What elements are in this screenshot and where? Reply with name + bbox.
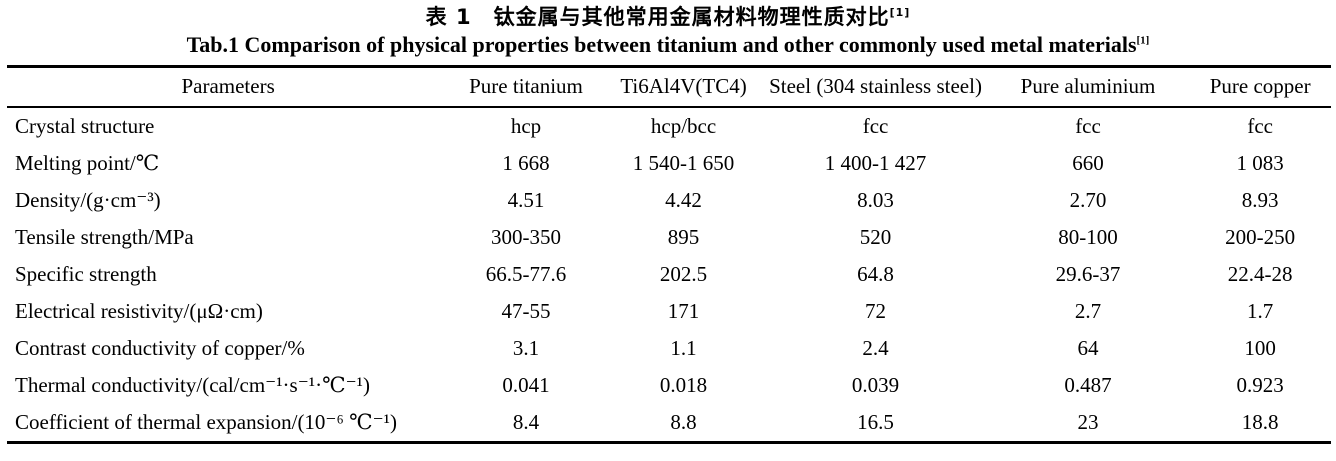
caption-chinese: 表 1 钛金属与其他常用金属材料物理性质对比[1]: [0, 3, 1336, 31]
cell-value: 72: [865, 299, 887, 323]
table-row: Thermal conductivity/(cal/cm⁻¹·s⁻¹·℃⁻¹) …: [7, 367, 1331, 404]
caption-english-text: Tab.1 Comparison of physical properties …: [186, 32, 1137, 57]
cell-value: 23: [1077, 410, 1099, 434]
cell-value: 1.1: [670, 336, 697, 360]
param-label: Thermal conductivity/(cal/cm⁻¹·s⁻¹·℃⁻¹): [15, 373, 370, 397]
caption-english-reference: [1]: [1136, 34, 1150, 47]
column-header-parameters: Parameters: [7, 66, 450, 108]
caption-chinese-reference: [1]: [889, 6, 911, 19]
table-row: Specific strength 66.5-77.6 202.5 64.8 2…: [7, 256, 1331, 293]
cell-value: 100: [1244, 336, 1276, 360]
header-row: Parameters Pure titanium Ti6Al4V(TC4) St…: [7, 66, 1331, 108]
caption-chinese-text: 表 1 钛金属与其他常用金属材料物理性质对比: [425, 5, 890, 29]
cell-value: 22.4-28: [1227, 262, 1293, 286]
cell-value: 1.7: [1247, 299, 1274, 323]
cell-value: 1 668: [502, 151, 550, 175]
cell-value: 80-100: [1058, 225, 1118, 249]
cell-value: 47-55: [501, 299, 551, 323]
cell-value: 2.70: [1069, 188, 1107, 212]
cell-value: 18.8: [1241, 410, 1279, 434]
cell-value: 4.51: [507, 188, 545, 212]
cell-value: hcp/bcc: [650, 114, 717, 138]
param-label: Crystal structure: [15, 114, 155, 138]
table-row: Crystal structure hcp hcp/bcc fcc fcc fc…: [7, 107, 1331, 145]
param-label: Specific strength: [15, 262, 157, 286]
cell-value: 200-250: [1225, 225, 1296, 249]
param-label: Tensile strength/MPa: [15, 225, 194, 249]
cell-value: 520: [859, 225, 892, 249]
cell-value: 2.7: [1074, 299, 1102, 323]
table-captions: 表 1 钛金属与其他常用金属材料物理性质对比[1] Tab.1 Comparis…: [0, 0, 1336, 59]
cell-value: 0.923: [1236, 373, 1284, 397]
cell-value: 660: [1072, 151, 1104, 175]
table-row: Contrast conductivity of copper/% 3.1 1.…: [7, 330, 1331, 367]
param-label: Density/(g·cm⁻³): [15, 188, 161, 212]
cell-value: 66.5-77.6: [485, 262, 567, 286]
cell-value: 3.1: [512, 336, 540, 360]
cell-value: 895: [667, 225, 700, 249]
table-row: Electrical resistivity/(μΩ·cm) 47-55 171…: [7, 293, 1331, 330]
cell-value: 202.5: [659, 262, 708, 286]
cell-value: 8.8: [670, 410, 697, 434]
cell-value: 0.018: [659, 373, 708, 397]
table-row: Density/(g·cm⁻³) 4.51 4.42 8.03 2.70 8.9…: [7, 182, 1331, 219]
cell-value: 8.4: [512, 410, 540, 434]
cell-value: fcc: [1247, 114, 1273, 138]
table-row: Tensile strength/MPa 300-350 895 520 80-…: [7, 219, 1331, 256]
cell-value: 64: [1077, 336, 1099, 360]
cell-value: 8.03: [857, 188, 894, 212]
caption-english: Tab.1 Comparison of physical properties …: [0, 31, 1336, 59]
cell-value: 0.039: [851, 373, 900, 397]
column-header-pure-copper: Pure copper: [1189, 66, 1331, 108]
column-header-ti6al4v: Ti6Al4V(TC4): [602, 66, 765, 108]
cell-value: 0.041: [502, 373, 550, 397]
cell-value: 4.42: [665, 188, 702, 212]
param-label: Melting point/℃: [15, 151, 160, 175]
cell-value: 300-350: [491, 225, 561, 249]
cell-value: 29.6-37: [1055, 262, 1121, 286]
cell-value: 2.4: [862, 336, 889, 360]
param-label: Coefficient of thermal expansion/(10⁻⁶ ℃…: [15, 410, 397, 434]
column-header-steel: Steel (304 stainless steel): [764, 66, 987, 108]
cell-value: 1 083: [1236, 151, 1284, 175]
cell-value: 16.5: [857, 410, 894, 434]
column-header-pure-aluminium: Pure aluminium: [986, 66, 1190, 108]
table-row: Melting point/℃ 1 668 1 540-1 650 1 400-…: [7, 145, 1331, 182]
cell-value: hcp: [510, 114, 542, 138]
param-label: Electrical resistivity/(μΩ·cm): [15, 299, 263, 323]
cell-value: 1 400-1 427: [824, 151, 927, 175]
table-row: Coefficient of thermal expansion/(10⁻⁶ ℃…: [7, 404, 1331, 443]
cell-value: 1 540-1 650: [632, 151, 735, 175]
cell-value: 0.487: [1064, 373, 1112, 397]
column-header-pure-titanium: Pure titanium: [449, 66, 603, 108]
properties-table: Parameters Pure titanium Ti6Al4V(TC4) St…: [7, 65, 1331, 444]
cell-value: 171: [667, 299, 700, 323]
cell-value: 64.8: [857, 262, 894, 286]
cell-value: fcc: [862, 114, 889, 138]
cell-value: 8.93: [1241, 188, 1279, 212]
cell-value: fcc: [1075, 114, 1101, 138]
param-label: Contrast conductivity of copper/%: [15, 336, 305, 360]
